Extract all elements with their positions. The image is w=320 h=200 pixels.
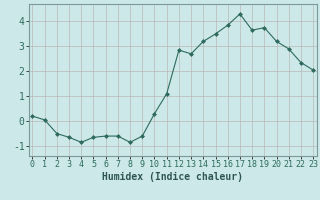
X-axis label: Humidex (Indice chaleur): Humidex (Indice chaleur) — [102, 172, 243, 182]
